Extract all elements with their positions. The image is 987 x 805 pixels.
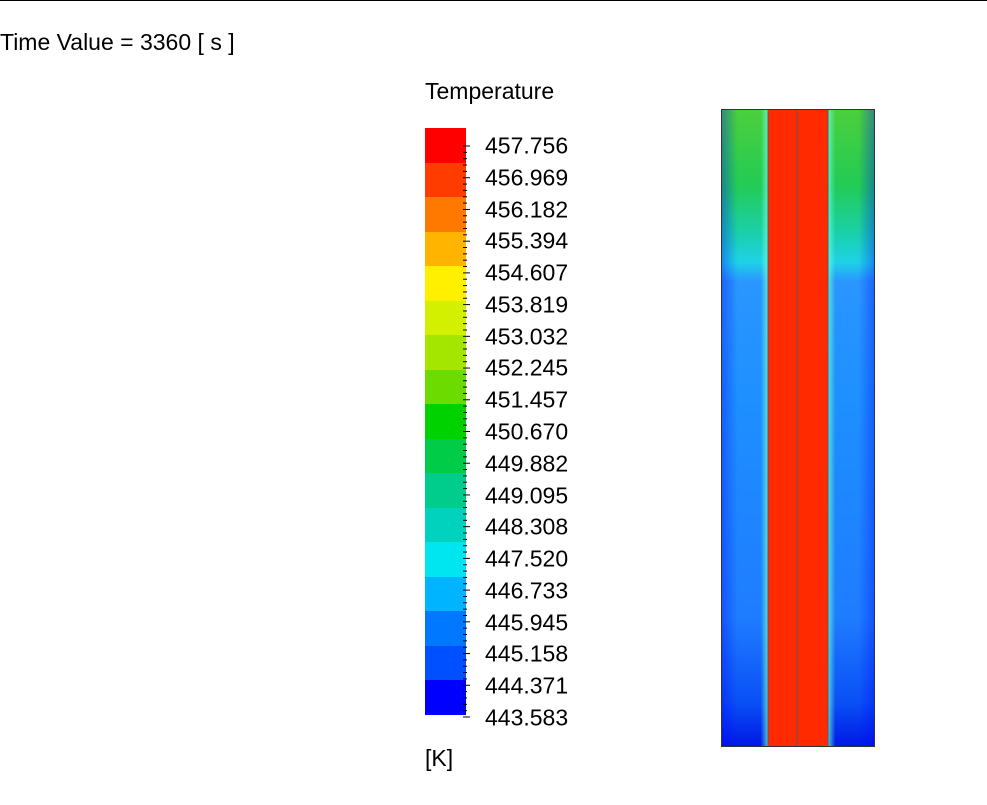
legend-value: 449.882 [485,450,569,477]
legend-value: 445.158 [485,640,569,667]
colorbar-band [425,439,466,473]
legend-value: 448.308 [485,513,569,540]
time-value-label: Time Value = 3360 [ s ] [0,29,235,55]
colorbar-band [425,163,466,197]
colorbar-band [425,370,466,404]
legend-value: 456.969 [485,164,569,191]
colorbar-band [425,301,466,335]
legend-value: 457.756 [485,132,569,159]
colorbar-band [425,473,466,508]
legend-value: 444.371 [485,672,569,699]
legend-value: 446.733 [485,577,569,604]
contour-outline [721,109,875,747]
contour-svg [721,109,875,747]
top-border [0,0,987,1]
colorbar-band [425,266,466,301]
legend-unit: [K] [425,745,454,771]
colorbar-svg [425,128,466,715]
colorbar-band [425,197,466,232]
legend-value: 453.819 [485,291,569,318]
colorbar-band [425,611,466,646]
legend-value: 450.670 [485,418,569,445]
legend-value: 443.583 [485,704,569,731]
legend-value: 445.945 [485,609,569,636]
colorbar-band [425,335,466,370]
outer-right-wall-glow [828,109,849,747]
colorbar-band [425,646,466,680]
colorbar-band [425,232,466,266]
legend-value: 451.457 [485,386,569,413]
temperature-colorbar [425,128,466,715]
colorbar-ticks [463,145,470,718]
colorbar-band [425,508,466,542]
colorbar-band [425,542,466,577]
legend-value: 454.607 [485,259,569,286]
colorbar-band [425,404,466,439]
legend-value: 455.394 [485,227,569,254]
legend-value: 452.245 [485,354,569,381]
legend-value: 456.182 [485,196,569,223]
legend-value: 447.520 [485,545,569,572]
hot-core-region [768,109,828,747]
colorbar-band [425,577,466,611]
temperature-contour-plot [721,109,875,747]
legend-title: Temperature [425,78,555,104]
colorbar-band [425,128,466,163]
legend-value: 453.032 [485,323,569,350]
outer-left-wall-glow [747,109,768,747]
legend-value: 449.095 [485,482,569,509]
colorbar-band [425,680,466,715]
